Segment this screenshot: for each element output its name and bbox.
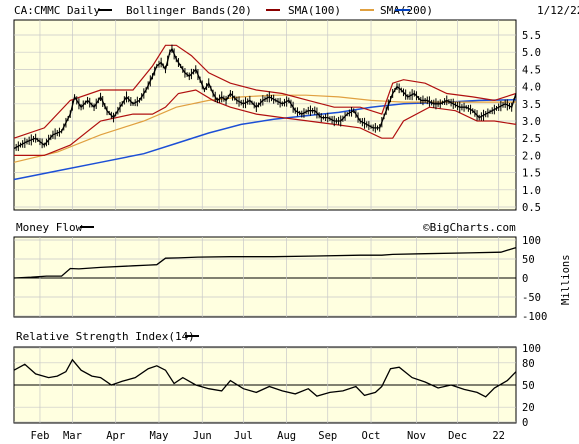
price-tick-label: 4.5 — [522, 64, 541, 76]
money-flow-y-label: Millions — [560, 254, 572, 305]
money-flow-title: Money Flow — [16, 221, 83, 234]
price-tick-label: 2.5 — [522, 133, 541, 145]
money-flow-tick-label: 100 — [522, 235, 541, 247]
money-flow-tick-label: -50 — [522, 292, 541, 304]
month-label: Jul — [234, 430, 253, 442]
money-flow-y-axis: 100 50 0 -50 -100 — [522, 235, 547, 323]
money-flow-line — [13, 246, 517, 279]
legend-bollinger-label: Bollinger Bands(20) — [126, 4, 252, 17]
price-tick-label: 3.0 — [522, 116, 541, 128]
price-panel: 5.5 5.0 4.5 4.0 3.5 3.0 2.5 2.0 1.5 1.0 0.5 — [13, 19, 541, 214]
month-label: Oct — [362, 430, 381, 442]
month-label: Jun — [193, 430, 212, 442]
price-tick-label: 5.0 — [522, 47, 541, 59]
money-flow-panel: Money Flow ©BigCharts.com 100500-50-100 … — [13, 221, 572, 323]
price-y-axis: 5.5 5.0 4.5 4.0 3.5 3.0 2.5 2.0 1.5 1.0 0.5 — [522, 30, 541, 214]
price-tick-label: 1.0 — [522, 185, 541, 197]
price-tick-label: 0.5 — [522, 202, 541, 214]
month-label: May — [149, 430, 168, 442]
rsi-panel: Relative Strength Index(14) 100 80 50 20 0 — [13, 330, 541, 429]
rsi-tick-label: 20 — [522, 402, 535, 414]
price-ohlc-bars — [13, 44, 517, 152]
chart-date: 1/12/22 — [537, 4, 579, 17]
month-label: Mar — [63, 430, 82, 442]
price-tick-label: 3.5 — [522, 99, 541, 111]
money-flow-panel-bg — [13, 236, 517, 318]
month-label: Aug — [277, 430, 296, 442]
rsi-line — [13, 358, 517, 398]
rsi-tick-label: 50 — [522, 380, 535, 392]
rsi-tick-label: 0 — [522, 417, 528, 429]
x-axis-months: Feb Mar Apr May Jun Jul Aug Sep Oct Nov Dec 22 — [30, 430, 505, 442]
month-label: 22 — [492, 430, 505, 442]
month-label: Feb — [30, 430, 49, 442]
money-flow-tick-label: -100 — [522, 311, 547, 323]
rsi-y-axis: 100 80 50 20 0 — [522, 343, 541, 429]
watermark: ©BigCharts.com — [423, 221, 516, 234]
rsi-tick-label: 80 — [522, 358, 535, 370]
price-tick-label: 2.0 — [522, 150, 541, 162]
month-label: Apr — [106, 430, 125, 442]
money-flow-tick-label: 50 — [522, 254, 535, 266]
price-tick-label: 1.5 — [522, 168, 541, 180]
rsi-grid — [14, 347, 516, 423]
money-flow-grid — [14, 237, 516, 317]
month-label: Nov — [407, 430, 426, 442]
month-label: Dec — [448, 430, 467, 442]
legend-sma100-label: SMA(100) — [288, 4, 341, 17]
rsi-title: Relative Strength Index(14) — [16, 330, 195, 343]
chart-symbol-title: CA:CMMC Daily — [14, 4, 100, 17]
money-flow-tick-label: 0 — [522, 273, 528, 285]
rsi-tick-label: 100 — [522, 343, 541, 355]
month-label: Sep — [318, 430, 337, 442]
price-tick-label: 4.0 — [522, 82, 541, 94]
price-tick-label: 5.5 — [522, 30, 541, 42]
